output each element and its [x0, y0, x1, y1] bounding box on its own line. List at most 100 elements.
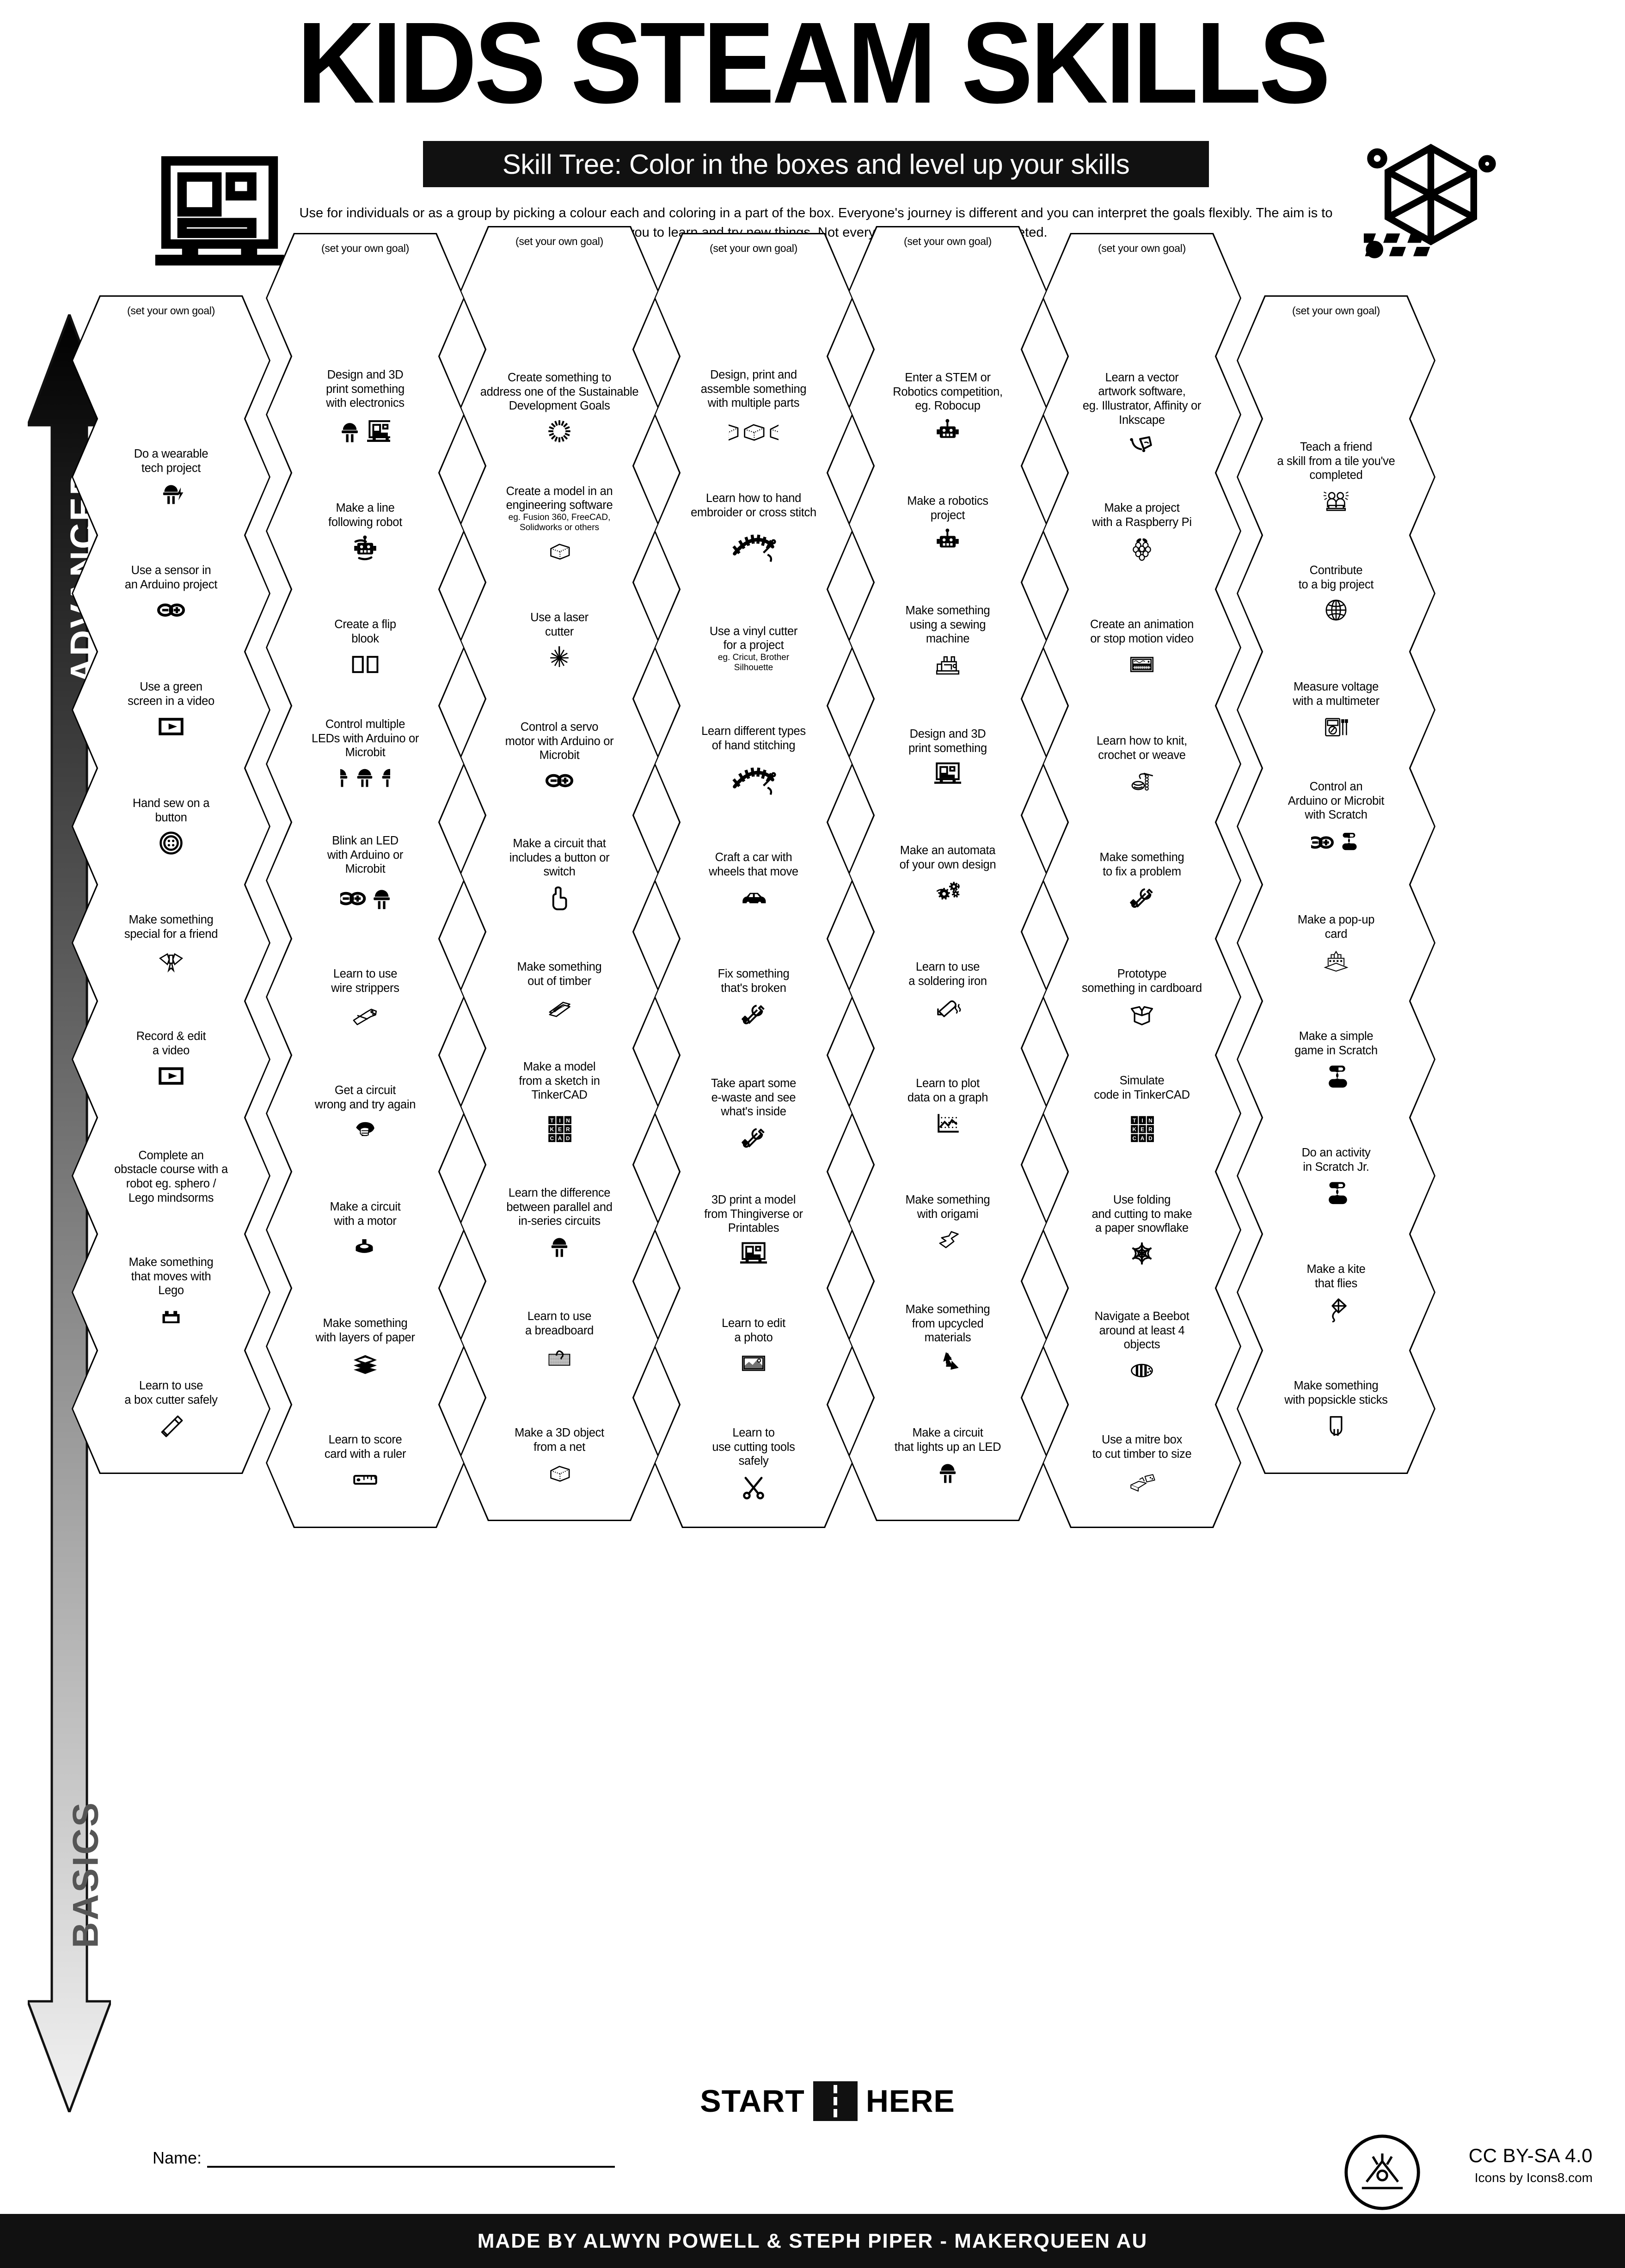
skill-hex[interactable]: 3D print a model from Thingiverse or Print…	[654, 1165, 853, 1295]
skill-hex[interactable]: Make something special for a friend	[72, 878, 270, 1008]
skill-hex[interactable]: Use a laser cutter	[460, 575, 659, 706]
skill-hex[interactable]: Measure voltage with a multimeter	[1237, 645, 1435, 775]
hex-content: Make a simple game in Scratch	[1252, 1001, 1420, 1120]
skill-hex[interactable]: Make a line following robot	[266, 466, 465, 596]
skill-hex[interactable]: Create a model in an engineering software…	[460, 459, 659, 589]
name-field-row[interactable]: Name:	[153, 2140, 615, 2168]
raspberrypi-icon	[1127, 532, 1157, 563]
skill-hex[interactable]: (set your own goal)	[1237, 295, 1435, 426]
skill-hex[interactable]: Make a circuit with a motor	[266, 1165, 465, 1295]
skill-hex[interactable]: Create an animation or stop motion video	[1042, 582, 1241, 713]
skill-hex[interactable]: Use a mitre box to cut timber to size	[1042, 1398, 1241, 1528]
hex-label: Make a project with a Raspberry Pi	[1092, 501, 1192, 529]
skill-hex[interactable]: Make a model from a sketch in TinkerCAD T I N…	[460, 1041, 659, 1172]
skill-hex[interactable]: Take apart some e-waste and see what's ins…	[654, 1048, 853, 1179]
skill-hex[interactable]: Learn to edit a photo	[654, 1281, 853, 1412]
skill-hex[interactable]: (set your own goal)	[460, 226, 659, 356]
skill-hex[interactable]: Design and 3D print something with electro…	[266, 349, 465, 480]
here-label: HERE	[865, 2084, 955, 2119]
skill-hex[interactable]: Complete an obstacle course with a robot e…	[72, 1111, 270, 1241]
skill-hex[interactable]: Control a servo motor with Arduino or Micr…	[460, 692, 659, 822]
skill-hex[interactable]: Learn to plot data on a graph	[848, 1041, 1047, 1172]
skill-hex[interactable]: Learn to use a soldering iron	[848, 925, 1047, 1055]
skill-hex[interactable]: Make something from upcycled materials	[848, 1274, 1047, 1405]
skill-hex[interactable]: Control an Arduino or Microbit with Scratc…	[1237, 761, 1435, 892]
hex-content: Learn how to knit, crochet or weave	[1058, 705, 1226, 825]
skill-hex[interactable]: Navigate a Beebot around at least 4 object…	[1042, 1281, 1241, 1412]
skill-hex[interactable]: Enter a STEM or Robotics competition, eg. …	[848, 342, 1047, 473]
skill-hex[interactable]: Make a simple game in Scratch	[1237, 994, 1435, 1125]
skill-hex[interactable]: Blink an LED with Arduino or Microbit	[266, 815, 465, 946]
motor-icon	[350, 1231, 380, 1262]
skill-hex[interactable]: Make something out of timber	[460, 925, 659, 1055]
skill-hex[interactable]: Learn to use wire strippers	[266, 932, 465, 1062]
skill-hex[interactable]: Use folding and cutting to make a paper sn…	[1042, 1165, 1241, 1295]
skill-hex[interactable]: Design and 3D print something	[848, 692, 1047, 822]
skill-hex[interactable]: Hand sew on a button	[72, 761, 270, 892]
skill-hex[interactable]: Create a flip blook	[266, 582, 465, 713]
skill-hex[interactable]: Record & edit a video	[72, 994, 270, 1125]
hex-label: Design, print and assemble something with …	[700, 368, 807, 410]
skill-hex[interactable]: Make an automata of your own design	[848, 808, 1047, 939]
hex-fill	[267, 817, 463, 944]
skill-hex[interactable]: (set your own goal)	[72, 295, 270, 426]
skill-hex[interactable]: Learn to use cutting tools safely	[654, 1398, 853, 1528]
skill-hex[interactable]: Simulate code in TinkerCAD T I N K E R C A D	[1042, 1048, 1241, 1179]
hex-label: (set your own goal)	[127, 305, 215, 317]
skill-hex[interactable]: (set your own goal)	[266, 233, 465, 363]
skill-hex[interactable]: Learn how to knit, crochet or weave	[1042, 699, 1241, 829]
skill-hex[interactable]: Teach a friend a skill from a tile you've…	[1237, 412, 1435, 542]
hex-content: Learn to edit a photo	[670, 1288, 837, 1407]
skill-hex[interactable]: Make a robotics project	[848, 459, 1047, 589]
hex-fill	[656, 351, 852, 478]
layers-icon	[350, 1348, 380, 1378]
hex-fill	[73, 297, 269, 424]
skill-hex[interactable]: Learn to score card with a ruler	[266, 1398, 465, 1528]
hex-content: Learn to use wire strippers	[282, 938, 449, 1058]
skill-hex[interactable]: Make a 3D object from a net	[460, 1391, 659, 1521]
skill-hex[interactable]: Do an activity in Scratch Jr.	[1237, 1111, 1435, 1241]
hex-label: Make a 3D object from a net	[515, 1426, 604, 1454]
skill-hex[interactable]: Design, print and assemble something with …	[654, 349, 853, 480]
skill-hex[interactable]: Learn different types of hand stitching	[654, 699, 853, 829]
skill-hex[interactable]: (set your own goal)	[848, 226, 1047, 356]
name-input-line[interactable]	[207, 2149, 615, 2168]
skill-hex[interactable]: Contribute to a big project	[1237, 528, 1435, 659]
skill-hex[interactable]: Make a kite that flies	[1237, 1227, 1435, 1357]
skill-hex[interactable]: Create something to address one of the Su…	[460, 342, 659, 473]
skill-hex[interactable]: Use a green screen in a video	[72, 645, 270, 775]
skill-hex[interactable]: Make something with origami	[848, 1158, 1047, 1288]
skill-hex[interactable]: Make something to fix a problem	[1042, 815, 1241, 946]
skill-hex[interactable]: Make a circuit that includes a button or s…	[460, 808, 659, 939]
skill-hex[interactable]: Craft a car with wheels that move	[654, 815, 853, 946]
skill-hex[interactable]: Learn a vector artwork software, eg. Illus…	[1042, 349, 1241, 480]
skill-hex[interactable]: Make a circuit that lights up an LED	[848, 1391, 1047, 1521]
skill-hex[interactable]: Learn to use a box cutter safely	[72, 1344, 270, 1474]
road-icon	[813, 2081, 858, 2121]
skill-hex[interactable]: Use a vinyl cutter for a project eg. Cricu…	[654, 582, 853, 713]
hex-label: Make something to fix a problem	[1099, 851, 1184, 878]
skill-hex[interactable]: Prototype something in cardboard	[1042, 932, 1241, 1062]
skill-hex[interactable]: Use a sensor in an Arduino project	[72, 528, 270, 659]
hex-fill	[1238, 297, 1434, 424]
skill-hex[interactable]: (set your own goal)	[1042, 233, 1241, 363]
skill-hex[interactable]: Learn how to hand embroider or cross stit…	[654, 466, 853, 596]
skill-hex[interactable]: Make something using a sewing machine	[848, 575, 1047, 706]
hex-fill	[267, 700, 463, 828]
skill-hex[interactable]: Make something with popsickle sticks	[1237, 1344, 1435, 1474]
makerqueen-badge-icon	[1343, 2133, 1422, 2212]
skill-hex[interactable]: Fix something that's broken	[654, 932, 853, 1062]
skill-hex[interactable]: Do a wearable tech project	[72, 412, 270, 542]
skill-hex[interactable]: (set your own goal)	[654, 233, 853, 363]
skill-hex[interactable]: Make something with layers of paper	[266, 1281, 465, 1412]
skill-hex[interactable]: Learn the difference between parallel and…	[460, 1158, 659, 1288]
hex-label: Make something out of timber	[517, 960, 602, 988]
skill-hex[interactable]: Make a project with a Raspberry Pi	[1042, 466, 1241, 596]
skill-hex[interactable]: Control multiple LEDs with Arduino or Micr…	[266, 699, 465, 829]
svg-text:D: D	[1148, 1135, 1153, 1142]
skill-hex[interactable]: Make something that moves with Lego	[72, 1227, 270, 1357]
skill-hex[interactable]: Learn to use a breadboard	[460, 1274, 659, 1405]
skill-hex[interactable]: Get a circuit wrong and try again	[266, 1048, 465, 1179]
arduino-scratch-icon	[1311, 825, 1361, 875]
skill-hex[interactable]: Make a pop-up card	[1237, 878, 1435, 1008]
